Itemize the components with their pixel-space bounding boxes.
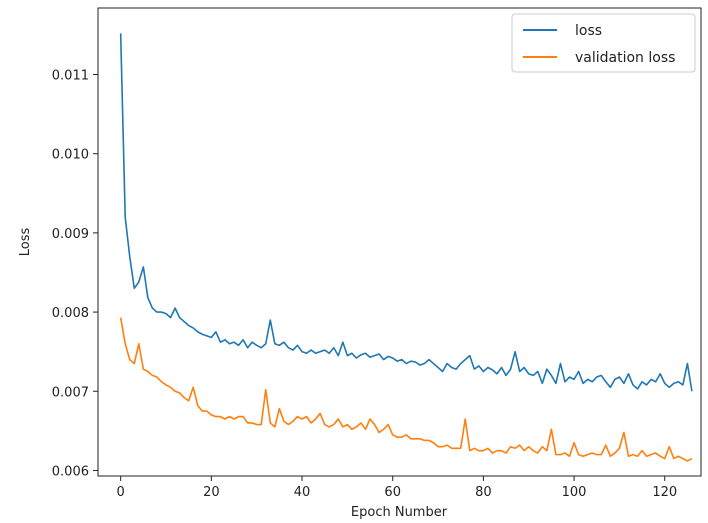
x-axis-ticks: 0 20 40 60 80 100 120 bbox=[117, 476, 677, 500]
legend-label-validation-loss: validation loss bbox=[575, 50, 675, 66]
y-tick-label: 0.011 bbox=[52, 69, 89, 84]
x-tick-label: 0 bbox=[117, 485, 125, 500]
x-tick-label: 40 bbox=[294, 485, 311, 500]
x-tick-label: 100 bbox=[562, 485, 587, 500]
y-tick-label: 0.006 bbox=[52, 464, 89, 479]
plot-frame bbox=[97, 7, 702, 477]
y-axis-label: Loss bbox=[18, 228, 33, 257]
legend: loss validation loss bbox=[511, 13, 696, 73]
legend-box bbox=[511, 13, 696, 73]
x-tick-label: 80 bbox=[475, 485, 492, 500]
legend-label-loss: loss bbox=[575, 23, 602, 39]
y-tick-label: 0.010 bbox=[52, 148, 89, 163]
y-tick-label: 0.009 bbox=[52, 227, 89, 242]
y-axis-ticks: 0.006 0.007 0.008 0.009 0.010 0.011 bbox=[52, 69, 98, 479]
x-tick-label: 60 bbox=[384, 485, 401, 500]
x-tick-label: 120 bbox=[652, 485, 677, 500]
y-tick-label: 0.008 bbox=[52, 306, 89, 321]
plot-lines bbox=[119, 33, 693, 462]
y-tick-label: 0.007 bbox=[52, 385, 89, 400]
series-line-loss bbox=[119, 33, 693, 392]
x-axis-label: Epoch Number bbox=[351, 505, 448, 520]
x-tick-label: 20 bbox=[203, 485, 220, 500]
series-line-validation-loss bbox=[119, 317, 693, 462]
